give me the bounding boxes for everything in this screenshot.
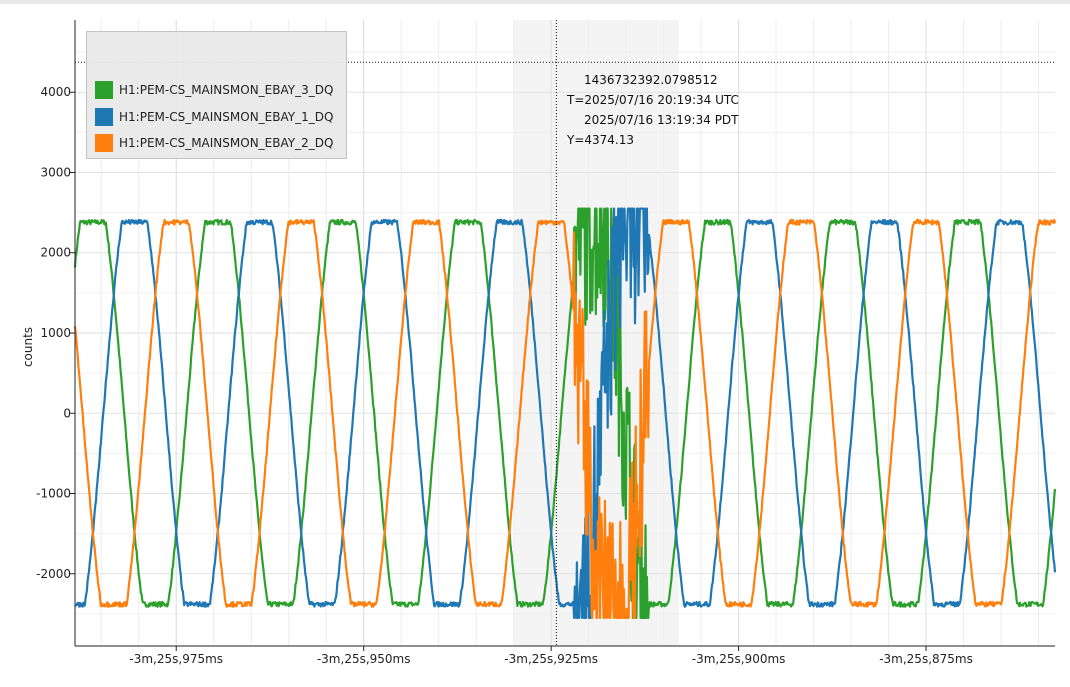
- legend-swatch-blue: [95, 108, 113, 126]
- legend-item-ebay-1[interactable]: H1:PEM-CS_MAINSMON_EBAY_1_DQ: [95, 107, 333, 127]
- x-tick-label: -3m,25s,900ms: [692, 652, 786, 666]
- y-tick-label: 1000: [40, 326, 71, 340]
- x-tick-label: -3m,25s,925ms: [504, 652, 598, 666]
- legend[interactable]: H1:PEM-CS_MAINSMON_EBAY_3_DQ H1:PEM-CS_M…: [86, 31, 347, 159]
- y-tick-label: 4000: [40, 85, 71, 99]
- axes: 4000 3000 2000 1000 0 -1000 -2000 -3m,25s,975ms…: [36, 20, 1055, 666]
- crosshair-cursor: [75, 20, 1055, 646]
- top-strip: [0, 0, 1070, 4]
- legend-swatch-green: [95, 81, 113, 99]
- x-tick-label: -3m,25s,975ms: [129, 652, 223, 666]
- legend-label: H1:PEM-CS_MAINSMON_EBAY_2_DQ: [119, 136, 334, 150]
- x-tick-label: -3m,25s,950ms: [317, 652, 411, 666]
- series-line-1: [74, 207, 1057, 619]
- series-lines: [73, 207, 1057, 619]
- cursor-local-time: 2025/07/16 13:19:34 PDT: [584, 113, 739, 127]
- cursor-y-value: Y=4374.13: [567, 133, 635, 147]
- cursor-utc-time: T=2025/07/16 20:19:34 UTC: [567, 93, 739, 107]
- cursor-readout: 1436732392.0798512 T=2025/07/16 20:19:34…: [567, 70, 739, 150]
- x-tick-label: -3m,25s,875ms: [879, 652, 973, 666]
- y-tick-label: 2000: [40, 246, 71, 260]
- y-tick-label: -2000: [36, 567, 71, 581]
- y-tick-label: -1000: [36, 487, 71, 501]
- legend-item-ebay-3[interactable]: H1:PEM-CS_MAINSMON_EBAY_3_DQ: [95, 80, 333, 100]
- cursor-gps-time: 1436732392.0798512: [584, 73, 718, 87]
- y-tick-label: 0: [63, 406, 71, 420]
- legend-swatch-orange: [95, 134, 113, 152]
- legend-item-ebay-2[interactable]: H1:PEM-CS_MAINSMON_EBAY_2_DQ: [95, 133, 333, 153]
- y-axis-label: counts: [21, 327, 35, 367]
- series-line-2: [73, 218, 1057, 619]
- legend-label: H1:PEM-CS_MAINSMON_EBAY_1_DQ: [119, 110, 334, 124]
- legend-label: H1:PEM-CS_MAINSMON_EBAY_3_DQ: [119, 83, 334, 97]
- y-tick-label: 3000: [40, 165, 71, 179]
